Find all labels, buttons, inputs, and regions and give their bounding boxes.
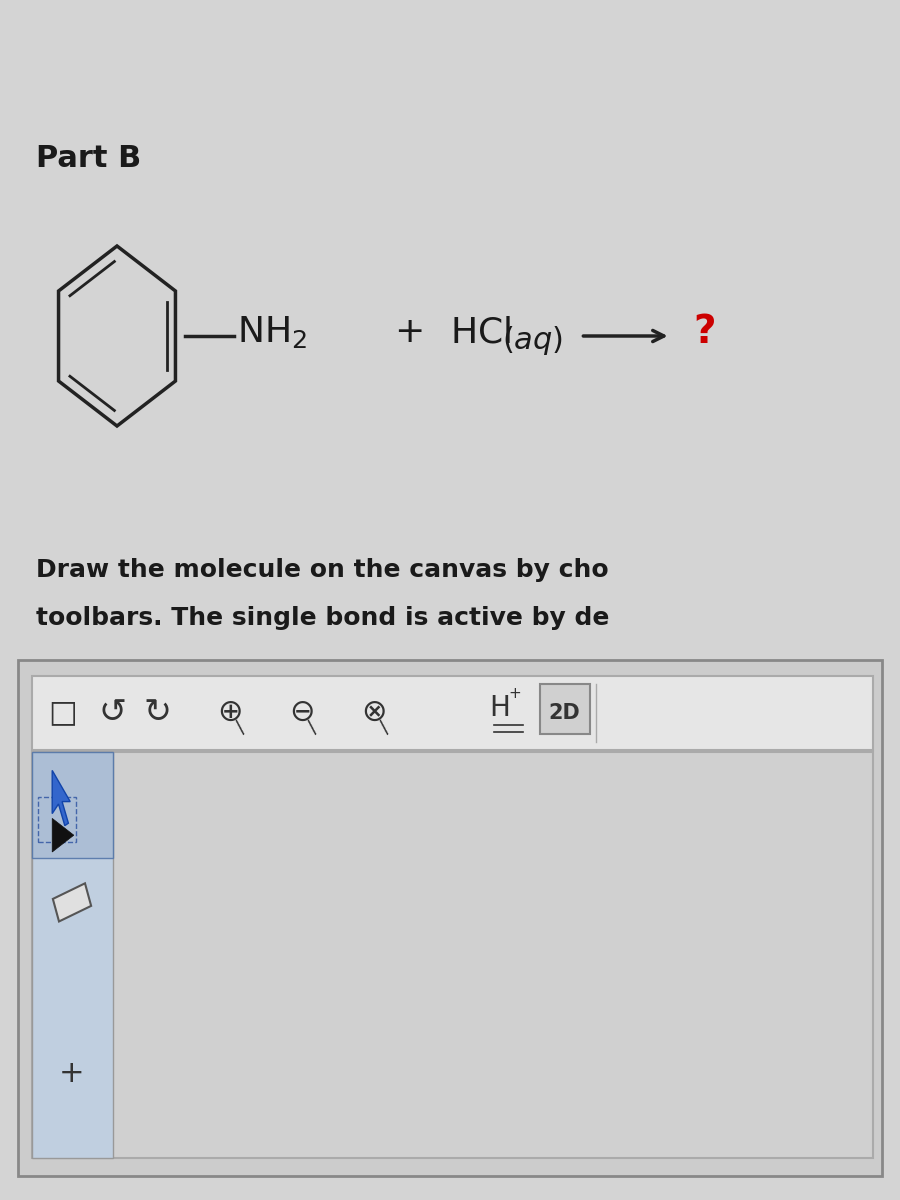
Text: $\mathregular{NH_2}$: $\mathregular{NH_2}$ — [237, 314, 307, 350]
Text: Draw the molecule on the canvas by cho: Draw the molecule on the canvas by cho — [36, 558, 608, 582]
Text: 2D: 2D — [548, 703, 580, 722]
Text: /: / — [232, 718, 250, 737]
Text: ↺: ↺ — [98, 696, 127, 730]
Bar — [32, 676, 873, 750]
Text: ⊕: ⊕ — [217, 698, 242, 727]
Text: +: + — [59, 1060, 85, 1088]
Text: toolbars. The single bond is active by de: toolbars. The single bond is active by d… — [36, 606, 609, 630]
Text: $\mathregular{H}$: $\mathregular{H}$ — [490, 694, 509, 722]
Text: ?: ? — [693, 313, 716, 352]
Text: $(aq)$: $(aq)$ — [502, 324, 563, 358]
Bar — [32, 752, 112, 1158]
Bar — [18, 660, 882, 1176]
Bar — [32, 752, 873, 1158]
Text: +: + — [394, 316, 425, 349]
Text: Part B: Part B — [36, 144, 141, 173]
Text: ⊖: ⊖ — [289, 698, 314, 727]
Text: +: + — [508, 686, 521, 701]
Text: /: / — [304, 718, 322, 737]
Text: □: □ — [49, 698, 77, 727]
Text: ⊗: ⊗ — [361, 698, 386, 727]
Bar — [32, 752, 112, 858]
Bar — [38, 797, 76, 842]
Polygon shape — [52, 818, 74, 852]
Bar — [540, 684, 590, 734]
Polygon shape — [53, 883, 91, 922]
Text: $\mathregular{HCl}$: $\mathregular{HCl}$ — [450, 316, 511, 349]
Text: ↻: ↻ — [143, 696, 172, 730]
Polygon shape — [52, 770, 70, 826]
Text: /: / — [376, 718, 394, 737]
